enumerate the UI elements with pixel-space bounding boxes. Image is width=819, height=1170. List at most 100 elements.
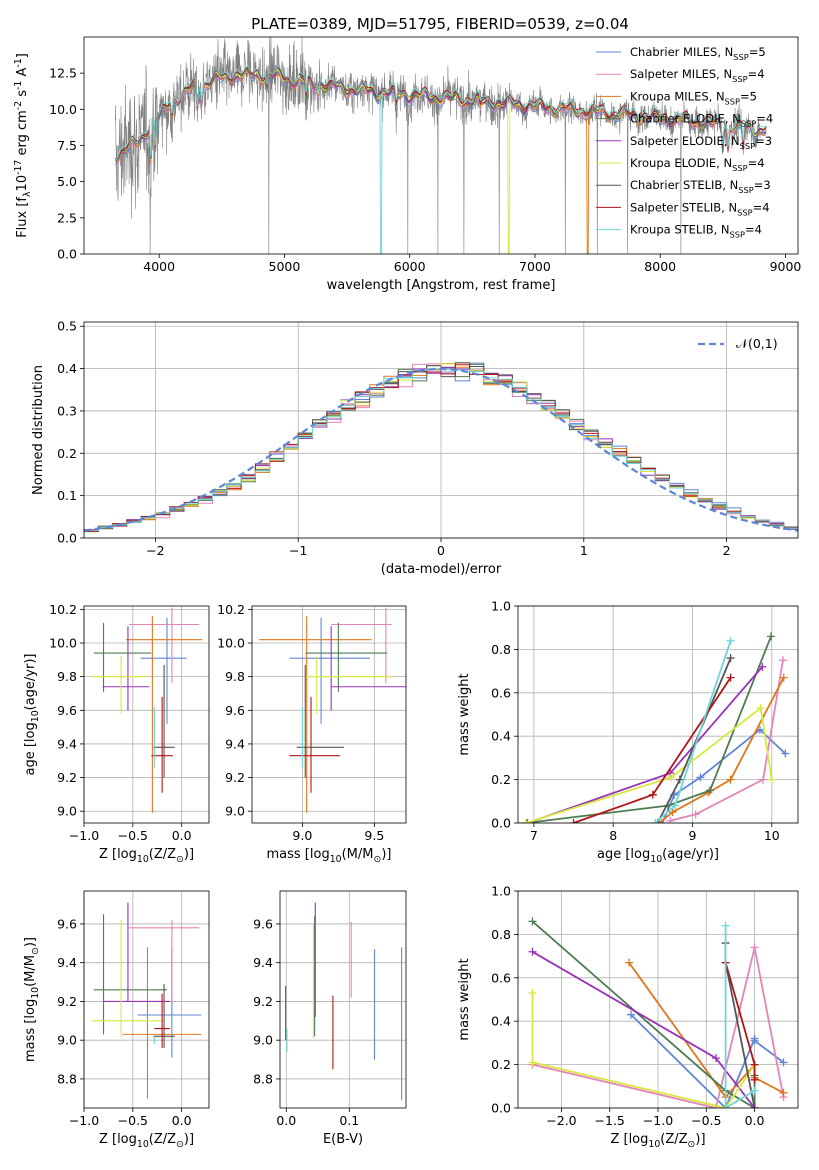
y-tick-label: 9.2 xyxy=(253,994,273,1009)
plus-marker xyxy=(626,1010,635,1019)
y-tick-label: 5.0 xyxy=(57,174,77,189)
plus-marker xyxy=(750,1104,759,1108)
weight-line xyxy=(532,947,785,1108)
errorbar-point xyxy=(305,622,388,692)
y-tick-label: 9.6 xyxy=(57,703,77,718)
chart-mass-vs-reddening: 0.0 0.1 8.8 9.0 9.2 9.4 9.6 E(B-V) xyxy=(253,890,407,1147)
y-tick-label: 9.4 xyxy=(225,736,245,751)
y-tick-label: 8.8 xyxy=(57,1071,77,1086)
y-tick-label: 0.8 xyxy=(491,642,511,657)
errorbar-point xyxy=(128,607,200,684)
y-axis-label: mass [log10(M/M⊙)] xyxy=(23,937,41,1062)
y-tick-label: 9.0 xyxy=(57,1033,77,1048)
plus-marker xyxy=(648,790,657,799)
x-axis-label: Z [log10(Z/Z⊙)] xyxy=(610,1132,705,1150)
errorbar-point xyxy=(296,664,345,778)
x-axis-label: age [log10(age/yr)] xyxy=(597,847,719,865)
x-tick-label: 0.0 xyxy=(172,828,192,843)
y-axis-label: mass weight xyxy=(457,673,472,755)
plot-area xyxy=(91,607,203,813)
y-tick-label: 0.0 xyxy=(57,531,77,546)
y-tick-label: 8.8 xyxy=(253,1071,273,1086)
y-tick-label: 9.2 xyxy=(225,770,245,785)
y-tick-label: 10.2 xyxy=(49,602,77,617)
y-tick-label: 0.2 xyxy=(491,1057,511,1072)
axes-frame xyxy=(517,605,799,824)
errorbar-point xyxy=(153,1036,156,1045)
model-spectrum xyxy=(115,69,767,254)
axes-frame xyxy=(517,890,799,1109)
plus-marker xyxy=(726,654,735,663)
errorbar-point xyxy=(259,616,372,813)
plus-marker xyxy=(779,673,788,682)
x-tick-label: −2.0 xyxy=(546,1113,576,1128)
y-axis-label: Flux [fλ10-17 erg cm-2 s-1 A-1] xyxy=(13,53,33,238)
y-tick-label: 9.2 xyxy=(57,770,77,785)
plot-area xyxy=(285,902,403,1101)
weight-line xyxy=(531,993,756,1108)
legend-label: 𝒩(0,1) xyxy=(736,336,778,351)
errorbar-point xyxy=(331,607,392,684)
plus-marker xyxy=(758,662,767,671)
errorbar-point xyxy=(305,656,392,714)
x-axis-label: (data-model)/error xyxy=(381,562,502,577)
x-tick-label: 0.1 xyxy=(339,1113,359,1128)
y-tick-label: 9.4 xyxy=(57,955,77,970)
y-tick-label: 0.2 xyxy=(57,446,77,461)
x-tick-label: 0 xyxy=(437,543,445,558)
y-tick-label: 2.5 xyxy=(57,210,77,225)
x-tick-label: 7 xyxy=(530,828,538,843)
y-tick-label: 0.1 xyxy=(57,488,77,503)
plus-marker xyxy=(721,921,730,930)
plus-marker xyxy=(651,819,660,823)
x-tick-label: 9 xyxy=(689,828,697,843)
axes-frame xyxy=(83,605,210,824)
plot-area xyxy=(259,607,406,813)
y-tick-label: 0.0 xyxy=(491,1101,511,1116)
y-tick-label: 0.2 xyxy=(491,772,511,787)
y-tick-label: 9.0 xyxy=(57,804,77,819)
chart-age-vs-mass: 9.0 9.5 9.0 9.2 9.4 9.6 9.8 10.0 10.2 mass [log10… xyxy=(217,602,407,865)
plus-marker xyxy=(756,703,765,712)
errorbar-point xyxy=(299,706,306,768)
y-tick-label: 0.4 xyxy=(57,361,77,376)
legend-label: Kroupa STELIB, NSSP=4 xyxy=(630,223,762,240)
legend: Chabrier MILES, NSSP=5 Salpeter MILES, NS… xyxy=(596,45,773,240)
plus-marker xyxy=(666,816,675,823)
model-spectrum xyxy=(115,67,767,254)
errorbar-point xyxy=(93,914,168,1035)
y-tick-label: 9.4 xyxy=(57,736,77,751)
plot-area xyxy=(84,362,798,538)
x-tick-label: 0.0 xyxy=(276,1113,296,1128)
y-tick-label: 1.0 xyxy=(491,599,511,614)
x-tick-label: 1 xyxy=(580,543,588,558)
plus-marker xyxy=(779,1088,788,1097)
x-tick-label: 0.0 xyxy=(745,1113,765,1128)
plus-marker xyxy=(726,636,735,645)
chart-age-vs-metallicity: −1.0 −0.5 0.0 9.0 9.2 9.4 9.6 9.8 10.0 10.2 Z [log… xyxy=(23,602,210,865)
legend-label: Salpeter ELODIE, NSSP=3 xyxy=(630,134,772,151)
plus-marker xyxy=(721,1104,730,1108)
y-tick-label: 9.2 xyxy=(57,994,77,1009)
y-tick-label: 9.8 xyxy=(225,669,245,684)
y-tick-label: 12.5 xyxy=(49,66,77,81)
chart-weight-vs-metallicity: −2.0 −1.5 −1.0 −0.5 0.0 0.0 0.2 0.4 0.6 0.8 1.0 Z [… xyxy=(457,884,799,1150)
plus-marker xyxy=(625,958,634,967)
x-tick-label: 8000 xyxy=(644,259,676,274)
errorbar-point xyxy=(91,656,147,714)
plus-marker xyxy=(767,632,776,641)
x-tick-label: −0.5 xyxy=(118,1113,148,1128)
model-spectrum xyxy=(115,65,767,254)
axes-frame xyxy=(83,321,799,539)
plot-area xyxy=(91,902,202,1099)
errorbar-point xyxy=(289,696,340,793)
plus-marker xyxy=(750,943,759,952)
plus-marker xyxy=(667,773,676,782)
errorbar-point xyxy=(153,706,156,768)
x-tick-label: 5000 xyxy=(269,259,301,274)
plus-marker xyxy=(528,947,537,956)
y-tick-label: 10.0 xyxy=(217,636,245,651)
y-tick-label: 10.2 xyxy=(217,602,245,617)
y-tick-label: 0.0 xyxy=(491,816,511,831)
